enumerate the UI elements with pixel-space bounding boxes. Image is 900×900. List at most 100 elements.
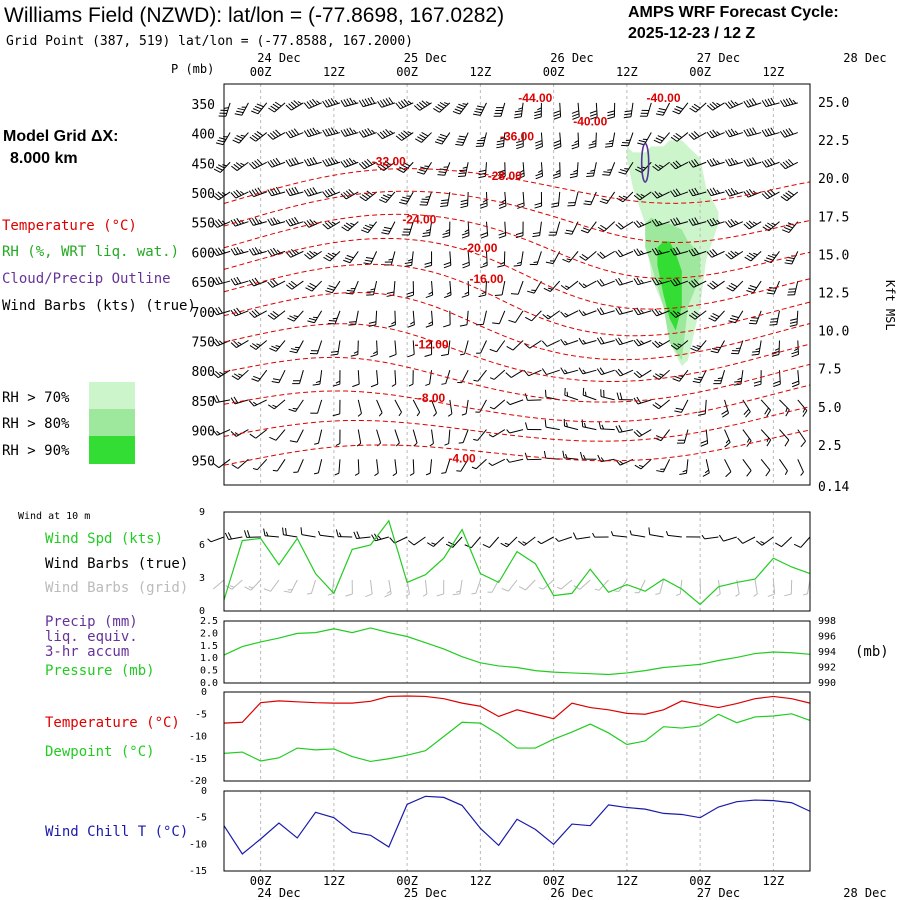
- wind-barb: [670, 277, 689, 287]
- barb-flag: [253, 401, 258, 406]
- barb-staff: [326, 191, 341, 198]
- barb-staff: [656, 280, 670, 286]
- barb-staff: [462, 429, 469, 443]
- legend-rh90: RH > 90%: [2, 443, 70, 459]
- barb-flag: [618, 337, 623, 345]
- barb-flag: [290, 101, 297, 108]
- barb-flag: [254, 160, 260, 167]
- wind-barb: [571, 102, 580, 120]
- barb-flag: [706, 251, 713, 258]
- wind-barb: [629, 530, 646, 538]
- wind-barb: [651, 340, 670, 348]
- barb-flag: [236, 217, 242, 225]
- barb-staff: [383, 161, 396, 172]
- barb-staff: [449, 251, 452, 266]
- legend-rh90-swatch: [89, 436, 135, 464]
- barb-flag: [584, 200, 592, 203]
- grid-point-subtitle: Grid Point (387, 519) lat/lon = (-77.858…: [6, 34, 413, 49]
- isotherm-line: [223, 406, 811, 442]
- temperature-tick: -5: [195, 709, 207, 720]
- barb-flag: [725, 253, 732, 260]
- barb-flag: [696, 345, 702, 348]
- barb-flag: [670, 190, 676, 197]
- barb-flag: [534, 205, 542, 209]
- barb-flag: [248, 163, 255, 170]
- barb-flag: [764, 407, 769, 415]
- wind-barb: [444, 281, 452, 299]
- barb-flag: [569, 175, 578, 179]
- barb-staff: [502, 132, 506, 147]
- barb-flag: [535, 143, 543, 147]
- wind-barb: [443, 251, 452, 269]
- barb-flag: [269, 280, 276, 287]
- wind-barb: [516, 132, 524, 150]
- barb-flag: [288, 103, 295, 109]
- barb-flag: [728, 284, 736, 290]
- barb-flag: [251, 278, 257, 286]
- wind-barb: [688, 158, 707, 168]
- barb-flag: [218, 276, 223, 284]
- barb-flag: [358, 163, 365, 170]
- wind-barb: [653, 132, 670, 144]
- wind-barb: [433, 101, 451, 113]
- barb-staff: [319, 534, 334, 538]
- barb-flag: [212, 462, 220, 469]
- pressure-tick: 990: [818, 678, 836, 689]
- wind-barb: [224, 532, 243, 540]
- wind-barb: [761, 97, 780, 108]
- wind-barb: [366, 280, 378, 296]
- barb-staff: [290, 579, 298, 593]
- barb-flag: [322, 223, 329, 230]
- barb-flag: [544, 419, 547, 428]
- barb-staff: [637, 250, 652, 257]
- wind-barb: [365, 579, 373, 598]
- wind-barb: [725, 157, 743, 167]
- wind-barb: [553, 132, 562, 150]
- barb-flag: [398, 411, 402, 417]
- barb-staff: [638, 340, 652, 347]
- barb-flag: [733, 383, 742, 386]
- barb-flag: [658, 249, 663, 254]
- barb-flag: [325, 290, 333, 294]
- wind-barb: [267, 157, 286, 168]
- barb-flag: [659, 373, 664, 376]
- barb-flag: [716, 160, 721, 165]
- barb-flag: [498, 235, 506, 239]
- barb-staff: [492, 429, 506, 438]
- barb-staff: [674, 221, 689, 226]
- barb-flag: [518, 107, 523, 110]
- barb-staff: [216, 280, 231, 286]
- barb-staff: [237, 458, 249, 469]
- wind-barb: [248, 309, 267, 318]
- barb-flag: [582, 339, 587, 344]
- barb-flag: [395, 442, 400, 447]
- pressure-tick-label: 350: [192, 98, 215, 113]
- barb-flag: [480, 205, 488, 209]
- wind-barb: [407, 340, 415, 358]
- precip-legend-line2: liq. equiv.: [45, 629, 138, 645]
- barb-staff: [631, 534, 646, 538]
- wind-barb: [441, 370, 451, 385]
- barb-flag: [772, 254, 777, 256]
- barb-flag: [212, 395, 217, 403]
- barb-flag: [500, 542, 508, 548]
- barb-staff: [372, 280, 378, 295]
- barb-flag: [361, 99, 367, 107]
- barb-flag: [233, 277, 239, 285]
- barb-flag: [479, 202, 488, 206]
- wind-speed-tick: 3: [199, 573, 205, 584]
- barb-flag: [571, 143, 579, 147]
- wind-barb: [464, 536, 481, 549]
- height-tick-label: 2.5: [818, 439, 841, 454]
- wind-barb: [314, 429, 323, 445]
- wind-barb: [345, 280, 359, 295]
- barb-flag: [716, 131, 721, 135]
- barb-flag: [782, 130, 788, 137]
- barb-staff: [667, 534, 682, 538]
- barb-flag: [473, 379, 478, 382]
- wind-barb: [670, 132, 689, 142]
- barb-flag: [691, 105, 699, 111]
- barb-flag: [334, 159, 339, 164]
- barb-flag: [553, 175, 561, 179]
- wind-barb: [708, 310, 725, 322]
